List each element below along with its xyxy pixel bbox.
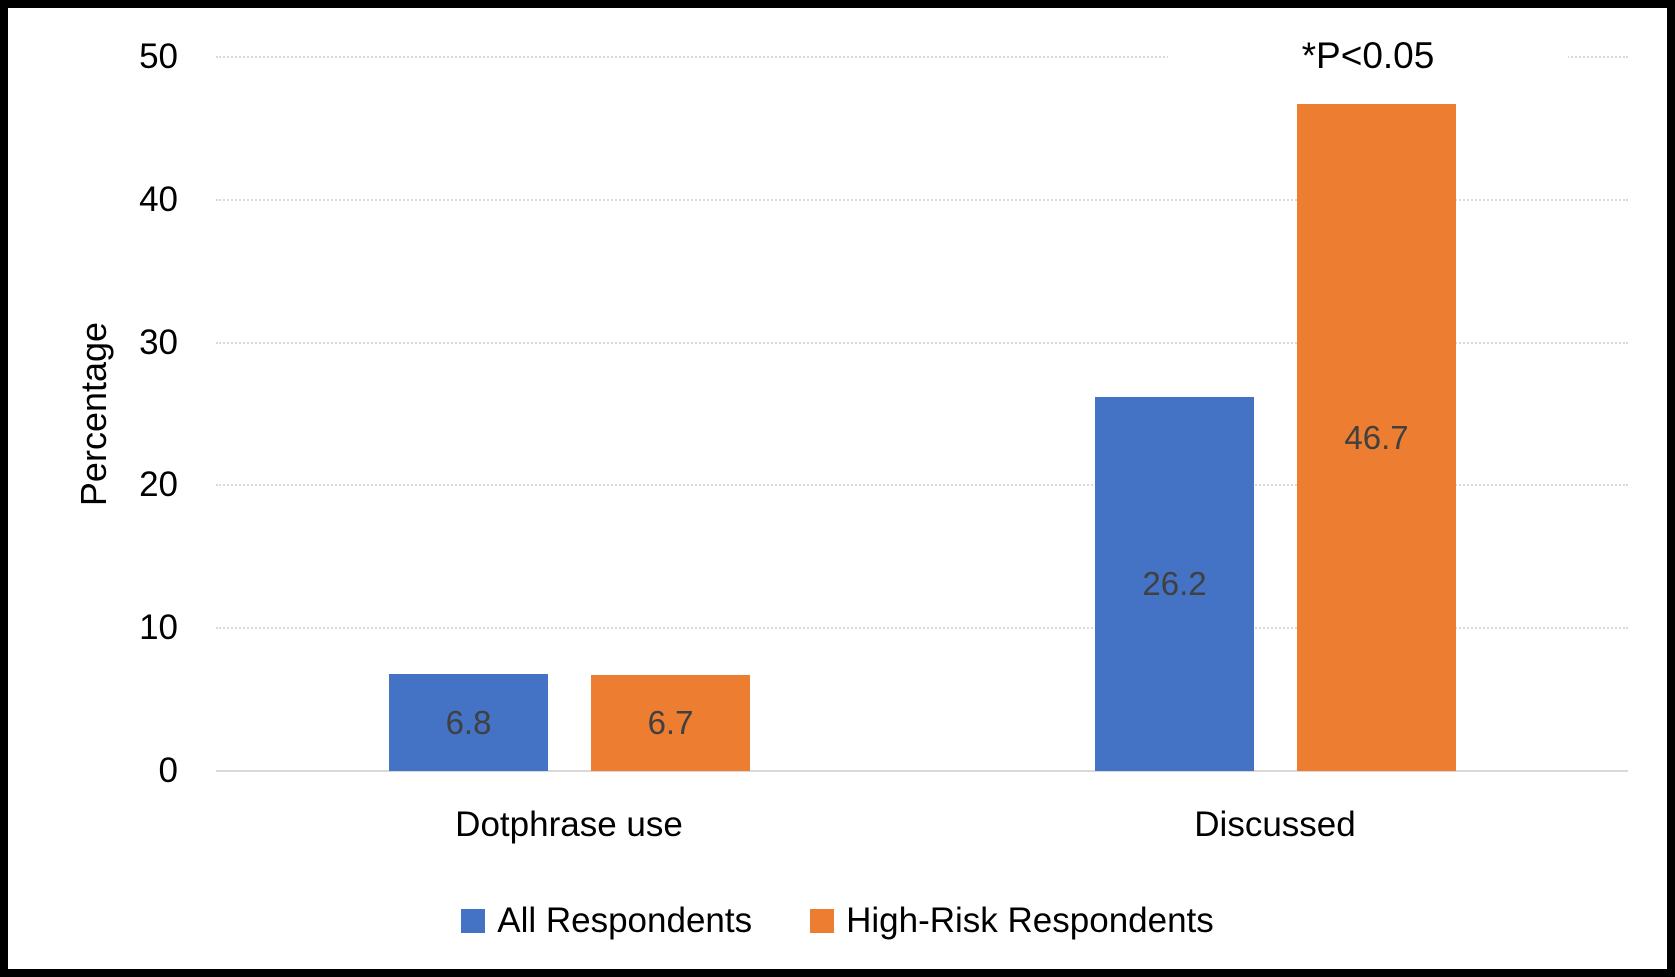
- y-tick-label-50: 50: [139, 37, 178, 76]
- y-tick-label-30: 30: [139, 322, 178, 362]
- y-tick-label-0: 0: [158, 751, 178, 790]
- bar-discussed-high-risk-respondents: 46.7: [1297, 104, 1456, 771]
- gridline-10: [216, 627, 1628, 630]
- bar-value-label: 6.8: [445, 703, 492, 741]
- x-category-label-dotphrase-use: Dotphrase use: [455, 805, 683, 844]
- legend-swatch-icon: [810, 909, 835, 933]
- x-category-label-discussed: Discussed: [1194, 805, 1356, 844]
- legend-swatch-icon: [461, 909, 486, 933]
- y-tick-label-40: 40: [139, 179, 178, 219]
- bar-value-label: 46.7: [1344, 418, 1409, 456]
- bar-dotphrase-use-high-risk-respondents: 6.7: [591, 675, 750, 771]
- gridline-20: [216, 484, 1628, 487]
- gridline-0: [216, 770, 1628, 772]
- bar-dotphrase-use-all-respondents: 6.8: [389, 674, 548, 771]
- gridline-30: [216, 341, 1628, 344]
- gridline-40: [216, 198, 1628, 201]
- legend-item-label: High-Risk Respondents: [846, 901, 1214, 940]
- y-axis-title: Percentage: [73, 321, 114, 507]
- bar-discussed-all-respondents: 26.2: [1095, 397, 1254, 771]
- bar-value-label: 26.2: [1142, 565, 1207, 602]
- bar-value-label: 6.7: [647, 704, 694, 741]
- legend-item-all-respondents: All Respondents: [461, 901, 752, 941]
- y-tick-label-20: 20: [139, 465, 178, 505]
- significance-annotation: *P<0.05: [1168, 34, 1568, 78]
- legend-item-high-risk-respondents: High-Risk Respondents: [810, 901, 1214, 941]
- legend: All Respondents High-Risk Respondents: [8, 901, 1667, 941]
- legend-item-label: All Respondents: [497, 901, 753, 940]
- y-tick-label-10: 10: [139, 608, 178, 648]
- gridline-50: [216, 56, 1628, 58]
